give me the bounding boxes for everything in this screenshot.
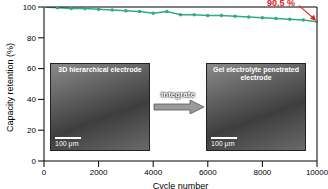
svg-text:8000: 8000 [254, 168, 272, 177]
svg-text:80: 80 [27, 34, 36, 43]
svg-text:60: 60 [27, 64, 36, 73]
svg-text:90.5 %: 90.5 % [267, 0, 295, 8]
svg-text:2000: 2000 [90, 168, 108, 177]
html-text:3D hierarchical electrode: 3D hierarchical electrode [58, 66, 142, 73]
svg-text:10000: 10000 [306, 168, 320, 177]
svg-text:6000: 6000 [199, 168, 217, 177]
html-text:Gel electrolyte penetrated ele: Gel electrolyte penetrated electrode [213, 66, 299, 81]
html-text:100 μm: 100 μm [55, 140, 79, 147]
svg-text:4000: 4000 [144, 168, 162, 177]
svg-text:0: 0 [32, 157, 37, 166]
svg-text:100: 100 [23, 3, 37, 12]
svg-text:0: 0 [42, 168, 47, 177]
svg-text:20: 20 [27, 126, 36, 135]
html-text:Integrate: Integrate [161, 90, 195, 99]
html-text:100 μm: 100 μm [211, 140, 235, 147]
svg-text:Cycle number: Cycle number [153, 181, 209, 189]
svg-text:Capacity retention (%): Capacity retention (%) [8, 43, 15, 132]
svg-text:40: 40 [27, 95, 36, 104]
